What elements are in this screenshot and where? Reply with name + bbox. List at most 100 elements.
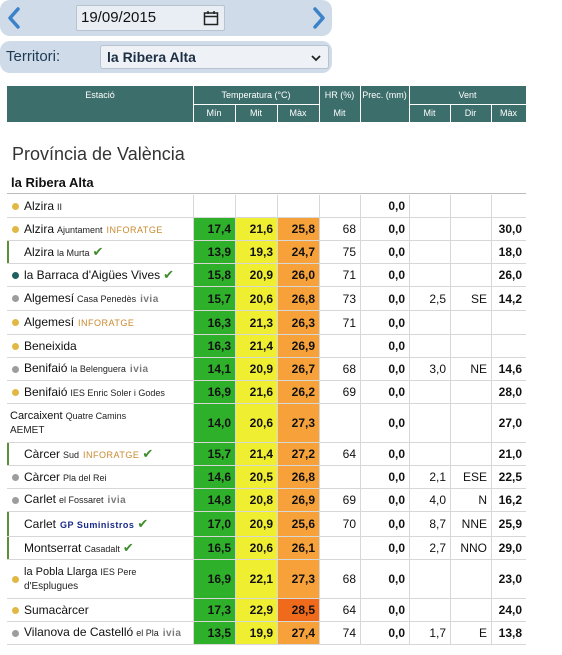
cell-tmit: 20,6: [235, 287, 277, 310]
table-row[interactable]: Alzira la Murta ✔ 13,9 19,3 24,7 75 0,0 18,0: [7, 241, 526, 264]
cell-prec: 0,0: [360, 218, 409, 240]
cell-tmit: [235, 195, 277, 217]
cell-prec: 0,0: [360, 622, 409, 644]
station-location-line2: d'Esplugues: [24, 580, 79, 592]
cell-tmax: 25,8: [277, 218, 319, 240]
cell-wmit: 2,1: [409, 466, 450, 488]
table-row[interactable]: Benifaió IES Enric Soler i Godes 16,9 21,6 2…: [7, 381, 526, 404]
table-row[interactable]: Càrcer Pla del Rei 14,6 20,5 26,8 0,0 2,1 ESE 22…: [7, 466, 526, 489]
station-status-dot: [12, 295, 19, 302]
station-name[interactable]: la Barraca d'Aigües Vives ✔: [7, 264, 193, 286]
table-row[interactable]: Carlet el Fossaret ivia 14,8 20,8 26,9 69 0,0 4,…: [7, 489, 526, 512]
station-location: Pla del Rei: [63, 472, 107, 483]
station-name[interactable]: Montserrat Casadalt ✔: [7, 537, 193, 559]
station-status-dot: [12, 319, 19, 326]
table-row[interactable]: Carcaixent Quatre Camins AEMET 14,0 20,6 27,3…: [7, 404, 526, 443]
station-name[interactable]: Sumacàrcer: [7, 599, 193, 621]
cell-tmax: 26,1: [277, 537, 319, 559]
previous-day-button[interactable]: [3, 3, 25, 33]
station-label: Benifaió la Belenguera ivia: [24, 361, 149, 377]
station-label: Beneixida: [24, 339, 77, 353]
cell-wmit: [409, 241, 450, 263]
cell-prec: 0,0: [360, 381, 409, 403]
cell-hr: 69: [319, 381, 360, 403]
station-name[interactable]: la Pobla Llarga IES Pere d'Esplugues: [7, 560, 193, 598]
table-row[interactable]: Càrcer Sud INFORATGE ✔ 15,7 21,4 27,2 64 0,0 21,0: [7, 443, 526, 466]
cell-wmax: 24,0: [491, 599, 526, 621]
table-row[interactable]: Alzira II 0,0: [7, 195, 526, 218]
station-name[interactable]: Algemesí INFORATGE: [7, 311, 193, 334]
cell-tmit: 20,9: [235, 358, 277, 380]
cell-wmit: [409, 443, 450, 465]
table-header: Estació Temperatura (°C) HR (%) Prec. (m…: [7, 86, 526, 122]
date-input[interactable]: 19/09/2015: [76, 5, 225, 31]
station-name[interactable]: Alzira Ajuntament INFORATGE: [7, 218, 193, 240]
station-highlight-bar: [7, 241, 9, 263]
table-row[interactable]: Sumacàrcer 17,3 22,9 28,5 64 0,0 24,0: [7, 599, 526, 622]
station-label: Carcaixent Quatre Camins AEMET: [10, 409, 126, 438]
station-name[interactable]: Benifaió IES Enric Soler i Godes: [7, 381, 193, 403]
cell-prec: 0,0: [360, 466, 409, 488]
table-row[interactable]: la Pobla Llarga IES Pere d'Esplugues 16,9 22…: [7, 560, 526, 599]
station-label: Carlet el Fossaret ivia: [24, 492, 126, 508]
cell-tmin: 17,4: [193, 218, 235, 240]
header-temp-min: Mín: [206, 108, 222, 118]
station-location: IES Pere: [100, 566, 137, 577]
cell-prec: 0,0: [360, 358, 409, 380]
cell-prec: 0,0: [360, 512, 409, 536]
territory-select[interactable]: la Ribera Alta: [100, 45, 329, 69]
chevron-right-icon: [313, 7, 325, 29]
station-name[interactable]: Càrcer Pla del Rei: [7, 466, 193, 488]
header-temp-max: Màx: [289, 108, 307, 118]
cell-wdir: [450, 560, 491, 598]
table-row[interactable]: Vilanova de Castelló el Pla ivia 13,5 19,9 27…: [7, 622, 526, 645]
cell-wdir: [450, 335, 491, 357]
cell-hr: 69: [319, 489, 360, 511]
table-row[interactable]: Alzira Ajuntament INFORATGE 17,4 21,6 25,8 68 0…: [7, 218, 526, 241]
station-status-dot: [12, 497, 19, 504]
cell-hr: 74: [319, 622, 360, 644]
station-name[interactable]: Càrcer Sud INFORATGE ✔: [7, 443, 193, 465]
station-name[interactable]: Alzira la Murta ✔: [7, 241, 193, 263]
cell-wmax: 14,6: [491, 358, 526, 380]
station-name[interactable]: Beneixida: [7, 335, 193, 357]
cell-tmit: 20,9: [235, 512, 277, 536]
cell-tmit: 21,4: [235, 443, 277, 465]
station-name[interactable]: Carlet el Fossaret ivia: [7, 489, 193, 511]
table-row[interactable]: Beneixida 16,3 21,4 26,9 0,0: [7, 335, 526, 358]
table-row[interactable]: Benifaió la Belenguera ivia 14,1 20,9 26,7 68 0…: [7, 358, 526, 381]
station-name[interactable]: Vilanova de Castelló el Pla ivia: [7, 622, 193, 644]
table-row[interactable]: Algemesí INFORATGE 16,3 21,3 26,3 71 0,0: [7, 311, 526, 335]
table-row[interactable]: la Barraca d'Aigües Vives ✔ 15,8 20,9 26,0 71…: [7, 264, 526, 287]
cell-wdir: [450, 404, 491, 442]
station-name-text: la Pobla Llarga: [24, 565, 98, 578]
cell-tmax: 27,3: [277, 404, 319, 442]
table-row[interactable]: Montserrat Casadalt ✔ 16,5 20,6 26,1 0,0 2,7 NNO…: [7, 537, 526, 560]
station-name[interactable]: Algemesí Casa Penedès ivia: [7, 287, 193, 310]
cell-wmax: 25,9: [491, 512, 526, 536]
cell-tmin: 13,5: [193, 622, 235, 644]
cell-hr: 64: [319, 599, 360, 621]
cell-wdir: [450, 218, 491, 240]
cell-wmit: [409, 381, 450, 403]
calendar-icon[interactable]: [203, 10, 219, 34]
station-highlight-bar: [7, 512, 9, 536]
cell-hr: 71: [319, 264, 360, 286]
station-name[interactable]: Benifaió la Belenguera ivia: [7, 358, 193, 380]
next-day-button[interactable]: [308, 3, 330, 33]
cell-hr: [319, 335, 360, 357]
cell-tmin: 16,9: [193, 381, 235, 403]
cell-tmit: 21,6: [235, 218, 277, 240]
station-name[interactable]: Carlet GP Suministros ✔: [7, 512, 193, 536]
table-row[interactable]: Algemesí Casa Penedès ivia 15,7 20,6 26,8 73 0,…: [7, 287, 526, 311]
table-row[interactable]: Carlet GP Suministros ✔ 17,0 20,9 25,6 70 0,0 8,…: [7, 512, 526, 537]
cell-tmax: 26,8: [277, 287, 319, 310]
station-name[interactable]: Carcaixent Quatre Camins AEMET: [7, 404, 193, 442]
date-navigation-bar: 19/09/2015: [0, 0, 332, 36]
station-name[interactable]: Alzira II: [7, 195, 193, 217]
station-status-dot: [12, 607, 19, 614]
provider-logo: ivia: [107, 495, 127, 506]
chevron-down-icon: [310, 49, 322, 71]
cell-tmax: 27,3: [277, 560, 319, 598]
station-label: Vilanova de Castelló el Pla ivia: [24, 625, 181, 641]
